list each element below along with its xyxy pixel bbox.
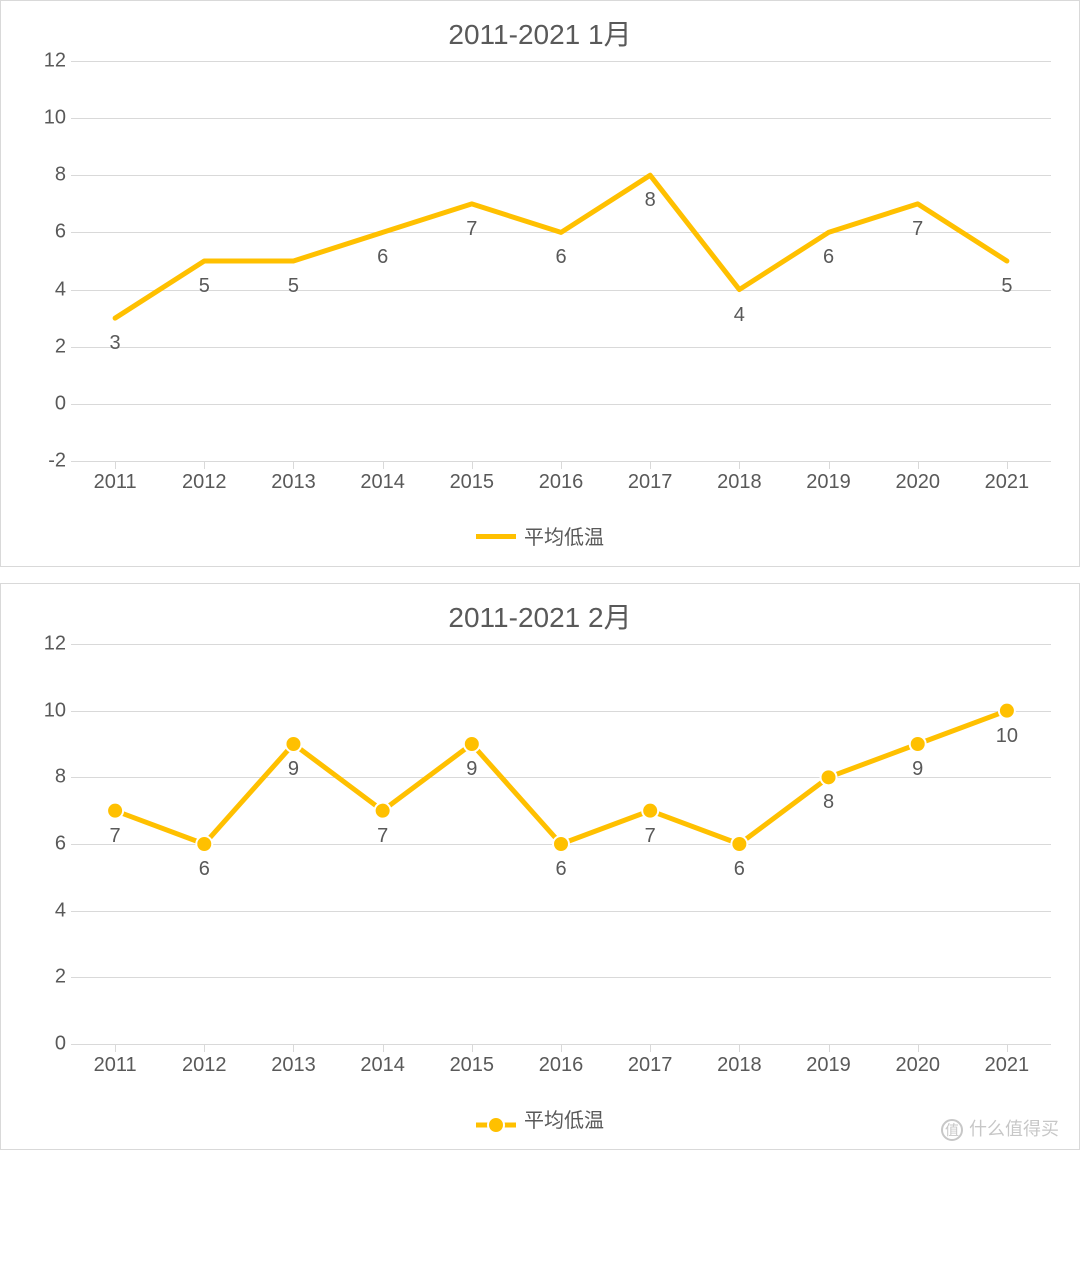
x-tick-label: 2015 [450,471,495,494]
x-tick-label: 2017 [628,1054,673,1077]
data-marker [731,836,747,852]
data-label: 3 [110,332,121,355]
legend-label-2: 平均低温 [524,1110,604,1132]
data-marker [196,836,212,852]
data-label: 10 [996,725,1018,748]
y-tick-label: 10 [21,107,66,130]
data-marker [464,736,480,752]
data-label: 7 [377,825,388,848]
data-label: 9 [466,758,477,781]
data-label: 6 [555,858,566,881]
data-label: 8 [645,189,656,212]
y-tick-label: 12 [21,633,66,656]
footer-brand: 值什么值得买 [941,1115,1059,1141]
data-label: 5 [1001,275,1012,298]
y-tick-label: 6 [21,221,66,244]
x-tick-label: 2014 [360,471,405,494]
legend-swatch-2 [476,1114,516,1126]
data-label: 6 [555,246,566,269]
plot-area-1: -202468101235567684675 [71,61,1051,461]
data-label: 4 [734,304,745,327]
y-tick-label: 12 [21,50,66,73]
data-marker [910,736,926,752]
data-marker [999,703,1015,719]
x-tick-label: 2019 [806,1054,851,1077]
y-tick-label: 8 [21,164,66,187]
x-tick-label: 2016 [539,471,584,494]
chart-january: 2011-2021 1月 -2 0 2 4 6 8 10 12 3 5 5 6 7 6 8 4 6 7 5 2011… [0,0,1080,567]
brand-icon: 值 [941,1119,963,1141]
data-label: 7 [466,218,477,241]
data-label: 6 [823,246,834,269]
y-tick-label: 6 [21,833,66,856]
x-tick-label: 2021 [985,471,1030,494]
legend-1: 平均低温 [1,501,1079,566]
footer-text: 什么值得买 [969,1119,1059,1139]
data-marker [821,769,837,785]
data-label: 6 [734,858,745,881]
x-axis-labels-2: 2011 2012 2013 2014 2015 2016 2017 2018 2019 2020… [71,1044,1051,1084]
data-marker [553,836,569,852]
y-tick-label: 4 [21,899,66,922]
data-label: 7 [110,825,121,848]
data-label: 8 [823,791,834,814]
y-tick-label: 2 [21,966,66,989]
x-tick-label: 2013 [271,1054,316,1077]
legend-swatch-1 [476,534,516,539]
x-tick-label: 2016 [539,1054,584,1077]
x-tick-label: 2020 [895,1054,940,1077]
x-tick-label: 2015 [450,1054,495,1077]
x-tick-label: 2011 [94,471,137,494]
legend-2: 平均低温 [1,1084,1079,1149]
x-tick-label: 2017 [628,471,673,494]
data-label: 9 [288,758,299,781]
chart-title-1: 2011-2021 1月 [1,1,1079,61]
data-label: 5 [199,275,210,298]
y-tick-label: 2 [21,335,66,358]
data-label: 7 [912,218,923,241]
chart-spacer [0,567,1080,583]
plot-area-2: 024681012769796768910 [71,644,1051,1044]
data-marker [642,803,658,819]
y-tick-label: 0 [21,1033,66,1056]
y-tick-label: 8 [21,766,66,789]
data-label: 7 [645,825,656,848]
chart-february: 2011-2021 2月 024681012769796768910 20112… [0,583,1080,1150]
x-tick-label: 2012 [182,1054,227,1077]
data-label: 9 [912,758,923,781]
y-tick-label: 4 [21,278,66,301]
data-label: 6 [199,858,210,881]
data-label: 5 [288,275,299,298]
y-tick-label: 10 [21,699,66,722]
x-tick-label: 2020 [895,471,940,494]
x-axis-labels-1: 2011 2012 2013 2014 2015 2016 2017 2018 2019 2020… [71,461,1051,501]
data-marker [375,803,391,819]
y-tick-label: -2 [21,450,66,473]
x-tick-label: 2012 [182,471,227,494]
x-tick-label: 2011 [94,1054,137,1077]
line-series [71,644,1051,1044]
data-marker [107,803,123,819]
x-tick-label: 2014 [360,1054,405,1077]
data-label: 6 [377,246,388,269]
x-tick-label: 2018 [717,471,762,494]
x-tick-label: 2021 [985,1054,1030,1077]
x-tick-label: 2013 [271,471,316,494]
data-marker [285,736,301,752]
legend-label-1: 平均低温 [524,527,604,549]
chart-title-2: 2011-2021 2月 [1,584,1079,644]
y-tick-label: 0 [21,392,66,415]
x-tick-label: 2018 [717,1054,762,1077]
x-tick-label: 2019 [806,471,851,494]
